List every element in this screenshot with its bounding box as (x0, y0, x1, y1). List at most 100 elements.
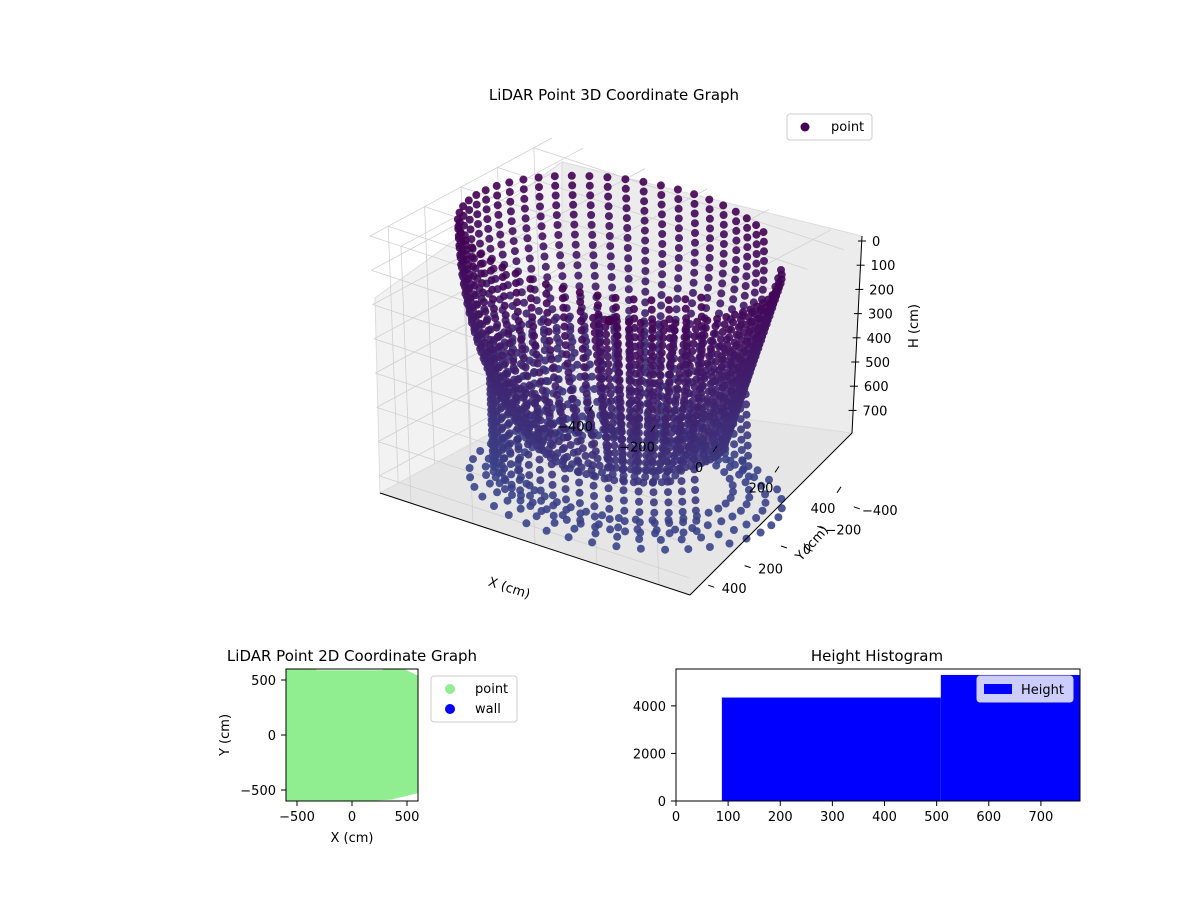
data-point (729, 295, 738, 304)
data-point (631, 351, 640, 360)
data-point (674, 254, 683, 262)
data-point (506, 197, 515, 206)
data-point (739, 328, 748, 337)
data-point (558, 294, 567, 303)
data-point (482, 317, 491, 325)
data-point (512, 279, 520, 288)
data-point (665, 379, 674, 388)
data-point (606, 242, 615, 251)
data-point (495, 220, 504, 229)
data-point (551, 181, 560, 190)
data-point (682, 451, 690, 459)
y-tick (744, 565, 751, 569)
y-tick-label: 200 (758, 563, 783, 578)
data-point (657, 200, 666, 209)
data-point (590, 385, 599, 393)
data-point (520, 194, 529, 203)
data-point (519, 393, 528, 402)
data-point (603, 345, 612, 354)
data-point (527, 264, 536, 273)
data-point (614, 368, 623, 377)
data-point (470, 482, 479, 491)
data-point (649, 379, 657, 388)
data-point (716, 299, 725, 308)
y-tick-label-hist: 4000 (633, 700, 666, 715)
data-point (550, 172, 559, 181)
data-point (596, 348, 605, 356)
data-point (676, 456, 685, 465)
data-point (662, 436, 670, 445)
data-point (525, 381, 534, 390)
data-point (730, 440, 739, 449)
data-point (474, 220, 482, 228)
data-point (500, 360, 509, 369)
data-point (625, 391, 634, 400)
data-point (480, 298, 488, 307)
data-point (492, 323, 501, 332)
data-point (657, 191, 666, 199)
data-point (550, 373, 558, 382)
data-point (553, 344, 562, 353)
scatter-2d-area (286, 669, 418, 801)
data-point (597, 375, 606, 383)
data-point (649, 477, 658, 486)
data-point (534, 435, 543, 444)
data-point (530, 486, 539, 495)
z-tick-label: 600 (864, 380, 889, 395)
data-point (674, 204, 683, 213)
data-point (753, 466, 762, 475)
data-point (758, 285, 767, 294)
chart-2d: LiDAR Point 2D Coordinate Graph −500−500… (218, 647, 518, 846)
data-point (664, 296, 673, 305)
data-point (660, 319, 669, 328)
data-point (522, 519, 531, 528)
data-point (533, 414, 542, 423)
data-point (522, 409, 531, 418)
data-point (647, 436, 656, 445)
data-point (647, 341, 656, 350)
data-point (690, 419, 699, 428)
data-point (740, 291, 749, 300)
data-point (605, 232, 614, 240)
data-point (575, 499, 584, 508)
data-point (504, 511, 513, 519)
data-point (760, 247, 768, 256)
data-point (513, 307, 522, 316)
data-point (581, 381, 590, 389)
data-point (589, 471, 598, 480)
data-point (567, 171, 576, 180)
data-point (536, 476, 545, 485)
data-point (635, 518, 644, 527)
data-point (610, 441, 619, 450)
data-point (549, 511, 558, 520)
data-point (640, 226, 649, 235)
data-point (659, 334, 667, 343)
data-point (588, 461, 597, 470)
data-point (561, 485, 570, 494)
x-tick-label-2d: 0 (348, 810, 356, 825)
data-point (534, 307, 543, 315)
data-point (624, 285, 633, 294)
x-tick-label-hist: 100 (716, 810, 741, 825)
data-point (537, 507, 546, 515)
data-point (742, 421, 751, 429)
data-point (633, 446, 641, 455)
data-point (696, 368, 705, 377)
data-point (607, 262, 616, 271)
data-point (719, 220, 728, 229)
data-point (509, 388, 517, 397)
data-point (719, 259, 728, 268)
data-point (665, 334, 674, 342)
data-point (548, 480, 557, 489)
data-point (603, 463, 612, 472)
data-point (574, 458, 583, 466)
data-point (500, 301, 509, 310)
data-point (557, 261, 566, 270)
data-point (681, 326, 690, 334)
data-point (613, 331, 622, 340)
data-point (641, 277, 650, 286)
data-point (497, 402, 506, 411)
data-point (656, 460, 665, 468)
data-point (698, 331, 706, 340)
data-point (604, 315, 615, 326)
